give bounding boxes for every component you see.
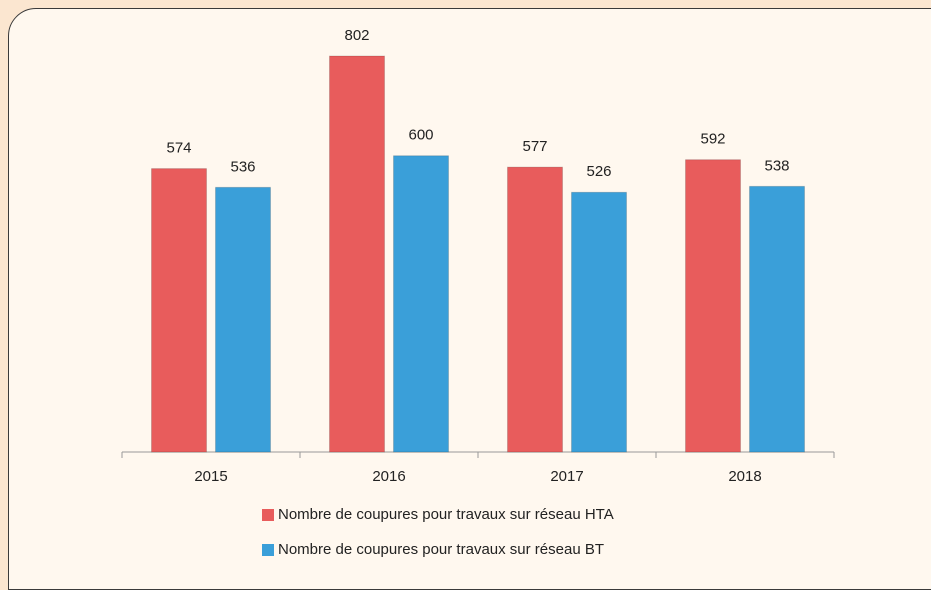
bar <box>393 155 449 453</box>
data-label: 577 <box>522 138 547 155</box>
x-tick-label: 2018 <box>728 468 761 485</box>
bar <box>685 159 741 453</box>
data-label: 592 <box>700 131 725 148</box>
bar <box>571 191 627 453</box>
legend-label: Nombre de coupures pour travaux sur rése… <box>278 541 604 558</box>
legend-label: Nombre de coupures pour travaux sur rése… <box>278 506 614 523</box>
data-label: 536 <box>230 158 255 175</box>
data-label: 802 <box>344 27 369 44</box>
chart: 2015 574 536 2016 802 600 2017 577 526 2018 592 538… <box>121 27 835 558</box>
bar <box>329 55 385 453</box>
legend-swatch <box>262 509 274 521</box>
x-tick-label: 2016 <box>372 468 405 485</box>
x-tick-label: 2017 <box>550 468 583 485</box>
x-tick-label: 2015 <box>194 468 227 485</box>
bar <box>507 166 563 453</box>
data-label: 600 <box>408 127 433 144</box>
legend-swatch <box>262 544 274 556</box>
bar <box>215 186 271 453</box>
bar <box>749 185 805 453</box>
data-label: 574 <box>166 140 191 157</box>
data-label: 526 <box>586 163 611 180</box>
data-label: 538 <box>764 157 789 174</box>
bar <box>151 168 207 453</box>
